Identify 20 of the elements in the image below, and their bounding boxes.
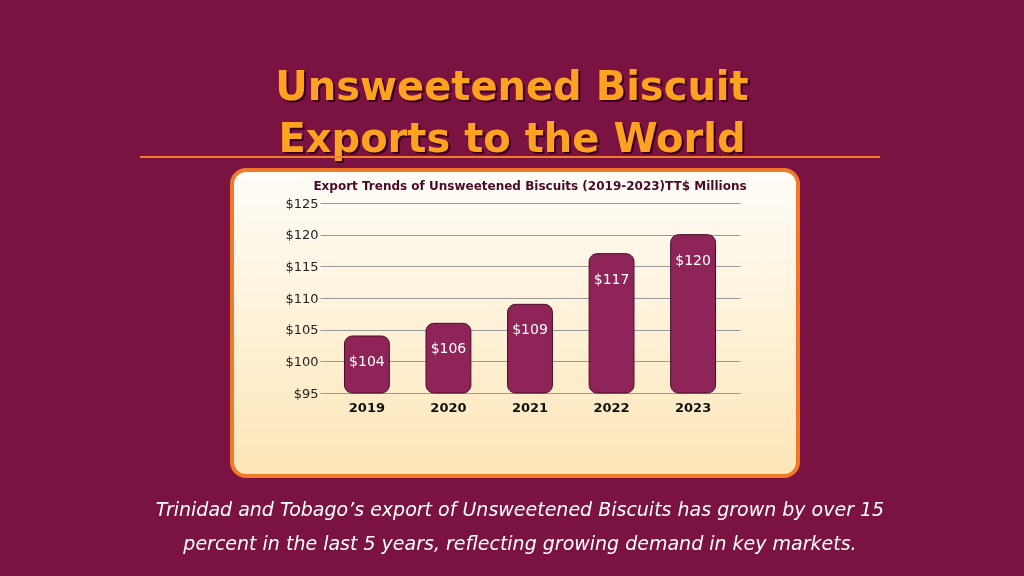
data-label: $104 — [348, 353, 385, 369]
chart-subtitle: Export Trends of Unsweetened Biscuits (2019-2023)TT$ Millions — [312, 179, 747, 193]
chart-title: Unsweetened Biscuit Exports to the World — [274, 62, 750, 163]
y-tick-label: $100 — [284, 353, 318, 369]
data-label: $109 — [511, 321, 548, 338]
x-tick-label: 2019 — [348, 399, 385, 415]
x-tick-label: 2021 — [511, 399, 548, 415]
y-tick-label: $120 — [284, 227, 318, 243]
y-tick-label: $95 — [293, 385, 318, 401]
data-label: $106 — [430, 340, 466, 357]
y-tick-label: $105 — [284, 322, 318, 338]
y-tick-label: $115 — [284, 258, 318, 274]
data-label: $120 — [674, 251, 711, 268]
x-tick-label: 2020 — [429, 399, 467, 415]
y-tick-label: $110 — [284, 290, 318, 306]
text: Trinidad and Tobago’s export of Unsweetened Biscuits has grown by over 15 percent in the last 5 years, reflecting growing demand in key markets. — [154, 497, 886, 556]
data-label: $117 — [593, 270, 629, 287]
x-tick-label: 2022 — [592, 399, 630, 415]
y-tick-label: $125 — [284, 195, 318, 211]
x-tick-label: 2023 — [674, 399, 711, 415]
